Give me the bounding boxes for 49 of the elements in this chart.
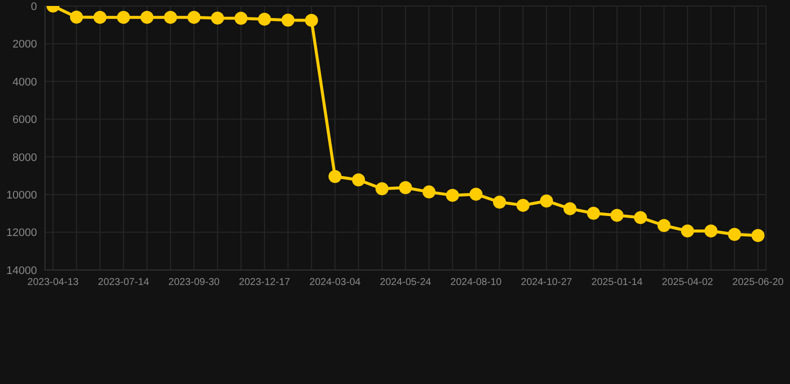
point [352,173,365,186]
point [258,12,271,26]
point [211,12,224,25]
x-tick-label: 2024-10-27 [520,277,573,288]
x-tick-label: 2025-01-14 [591,277,644,288]
y-tick-label: 6000 [12,114,37,126]
point [516,198,530,212]
point [752,228,764,242]
point [70,10,83,24]
point [234,12,248,25]
point [634,211,647,224]
point [188,10,200,24]
point [658,218,670,232]
point [446,188,459,202]
point [493,196,506,209]
y-tick-label: 4000 [12,76,37,88]
point [94,10,106,24]
point [117,10,130,24]
point [587,206,600,220]
y-tick-label: 10000 [6,189,37,202]
point [564,202,576,216]
x-tick-label: 2023-04-13 [27,277,80,288]
point [728,228,741,241]
x-tick-label: 2024-03-04 [309,277,362,288]
point [305,14,318,27]
point [704,224,718,238]
y-tick-label: 14000 [6,264,37,277]
point [399,181,412,194]
point [164,10,177,24]
x-tick-label: 2023-07-14 [98,277,150,288]
point [470,188,482,201]
point [681,224,694,238]
y-tick-label: 8000 [12,152,37,164]
point [540,194,553,208]
point [422,185,436,198]
x-tick-label: 2023-12-17 [238,277,291,288]
y-tick-label: 0 [30,0,37,13]
point [140,10,154,24]
y-tick-label: 12000 [6,227,37,240]
point [376,182,388,196]
x-tick-label: 2025-04-02 [662,277,714,288]
x-tick-label: 2024-08-10 [450,277,502,288]
x-tick-label: 2024-05-24 [380,277,432,288]
x-tick-label: 2023-09-30 [168,277,220,288]
point [610,208,624,222]
x-tick-label: 2025-06-20 [732,277,784,288]
point [282,14,294,27]
point [328,170,342,183]
y-tick-label: 2000 [12,38,37,51]
